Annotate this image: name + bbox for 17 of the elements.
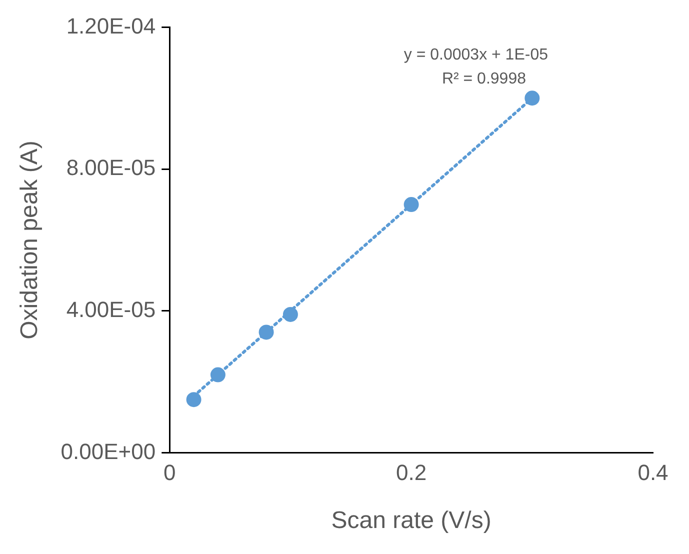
annotation: R² = 0.9998 <box>442 70 526 88</box>
point <box>404 197 419 212</box>
x-axis-title: Scan rate (V/s) <box>331 507 492 534</box>
y-tick-label: 0.00E+00 <box>60 438 156 464</box>
point <box>282 306 298 322</box>
annotation: y = 0.0003x + 1E-05 <box>404 46 548 64</box>
x-tick-label: 0.2 <box>396 460 427 486</box>
y-tick-label: 4.00E-05 <box>66 296 156 322</box>
y-axis-title: Oxidation peak (A) <box>16 140 44 340</box>
point <box>258 324 274 340</box>
point <box>186 392 202 408</box>
y-tick-label: 8.00E-05 <box>66 155 156 180</box>
point <box>210 367 226 382</box>
y-tick-label: 1.20E-04 <box>66 13 156 38</box>
x-tick-label: 0 <box>163 460 176 486</box>
x-tick-label: 0.4 <box>638 460 668 486</box>
point <box>524 90 540 106</box>
